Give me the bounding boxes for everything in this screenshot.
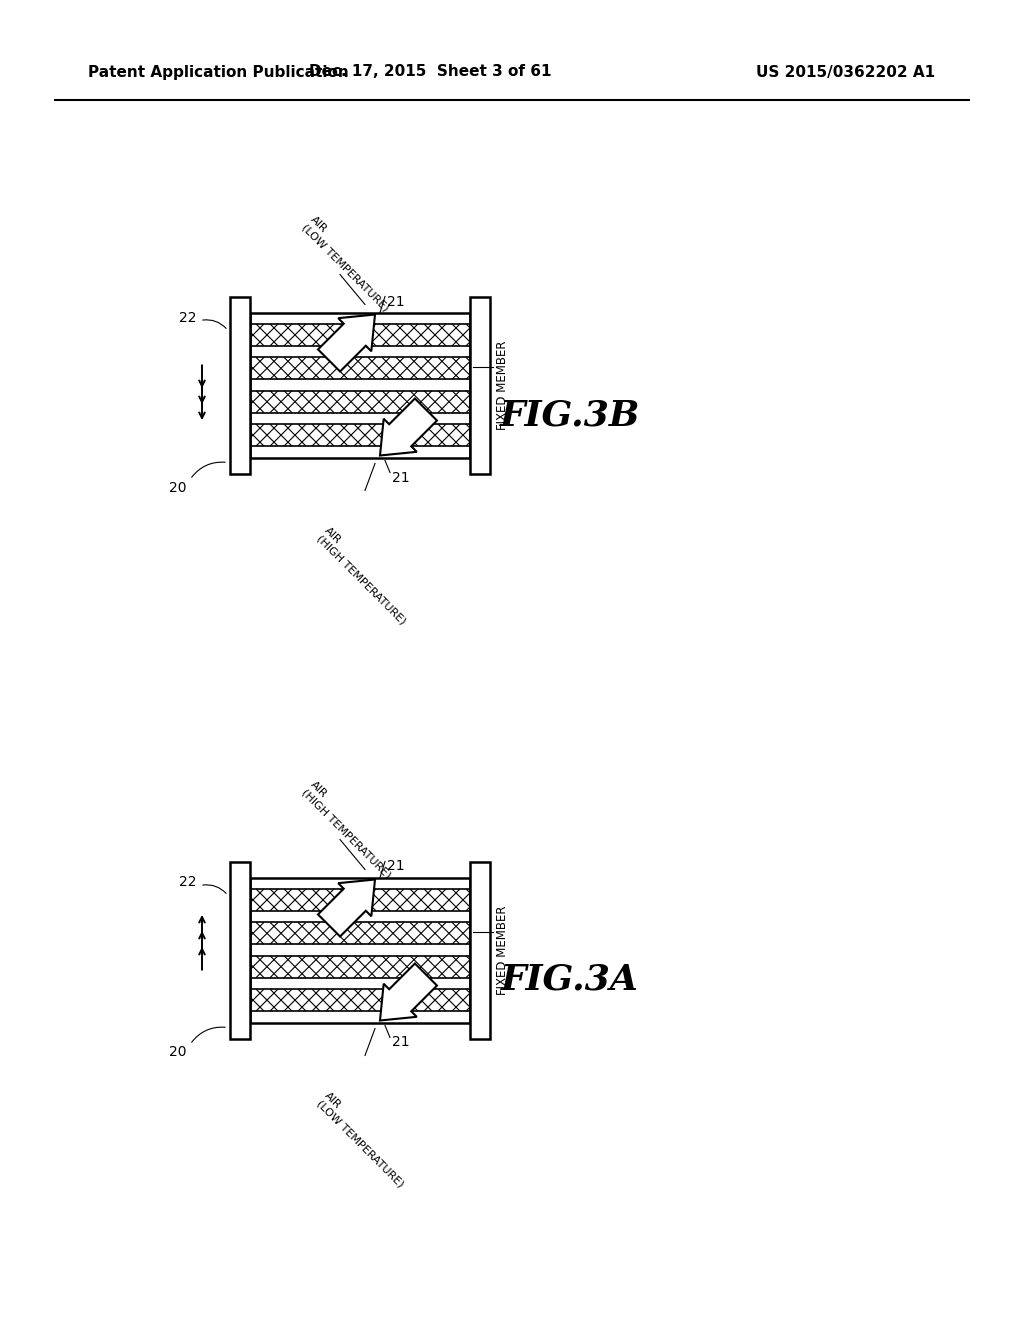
Bar	[250, 323, 470, 346]
Polygon shape	[318, 314, 375, 371]
Text: Patent Application Publication: Patent Application Publication	[88, 65, 349, 79]
Text: 21: 21	[387, 859, 404, 874]
Text: 22: 22	[179, 875, 197, 890]
Polygon shape	[380, 399, 437, 455]
Bar	[250, 923, 470, 944]
Text: US 2015/0362202 A1: US 2015/0362202 A1	[756, 65, 935, 79]
Bar	[250, 956, 470, 978]
Bar	[250, 391, 470, 413]
Bar	[250, 424, 470, 446]
Text: FIG.3A: FIG.3A	[501, 964, 639, 997]
Bar	[470, 297, 490, 474]
Text: FIG.3B: FIG.3B	[500, 399, 640, 432]
Bar	[250, 391, 470, 413]
Text: 20: 20	[169, 480, 186, 495]
Polygon shape	[380, 964, 437, 1020]
Bar	[250, 323, 470, 346]
Bar	[250, 878, 470, 1023]
Bar	[250, 923, 470, 944]
Bar	[250, 888, 470, 911]
Text: 22: 22	[179, 310, 197, 325]
Text: AIR
(HIGH TEMPERATURE): AIR (HIGH TEMPERATURE)	[314, 525, 416, 627]
Bar	[230, 862, 250, 1039]
Bar	[470, 862, 490, 1039]
Bar	[250, 989, 470, 1011]
Text: AIR
(LOW TEMPERATURE): AIR (LOW TEMPERATURE)	[314, 1090, 414, 1189]
Text: 21: 21	[392, 470, 410, 484]
Text: 21: 21	[392, 1035, 410, 1049]
Text: AIR
(LOW TEMPERATURE): AIR (LOW TEMPERATURE)	[300, 214, 399, 313]
Text: FIXED MEMBER: FIXED MEMBER	[496, 341, 509, 430]
Bar	[250, 888, 470, 911]
Text: 21: 21	[387, 294, 404, 309]
Bar	[250, 424, 470, 446]
Bar	[250, 313, 470, 458]
Bar	[250, 358, 470, 379]
Bar	[250, 358, 470, 379]
Bar	[250, 989, 470, 1011]
Text: AIR
(HIGH TEMPERATURE): AIR (HIGH TEMPERATURE)	[300, 779, 401, 880]
Bar	[250, 956, 470, 978]
Text: Dec. 17, 2015  Sheet 3 of 61: Dec. 17, 2015 Sheet 3 of 61	[309, 65, 551, 79]
Polygon shape	[318, 879, 375, 936]
Bar	[230, 297, 250, 474]
Text: 20: 20	[169, 1045, 186, 1060]
Text: FIXED MEMBER: FIXED MEMBER	[496, 906, 509, 995]
